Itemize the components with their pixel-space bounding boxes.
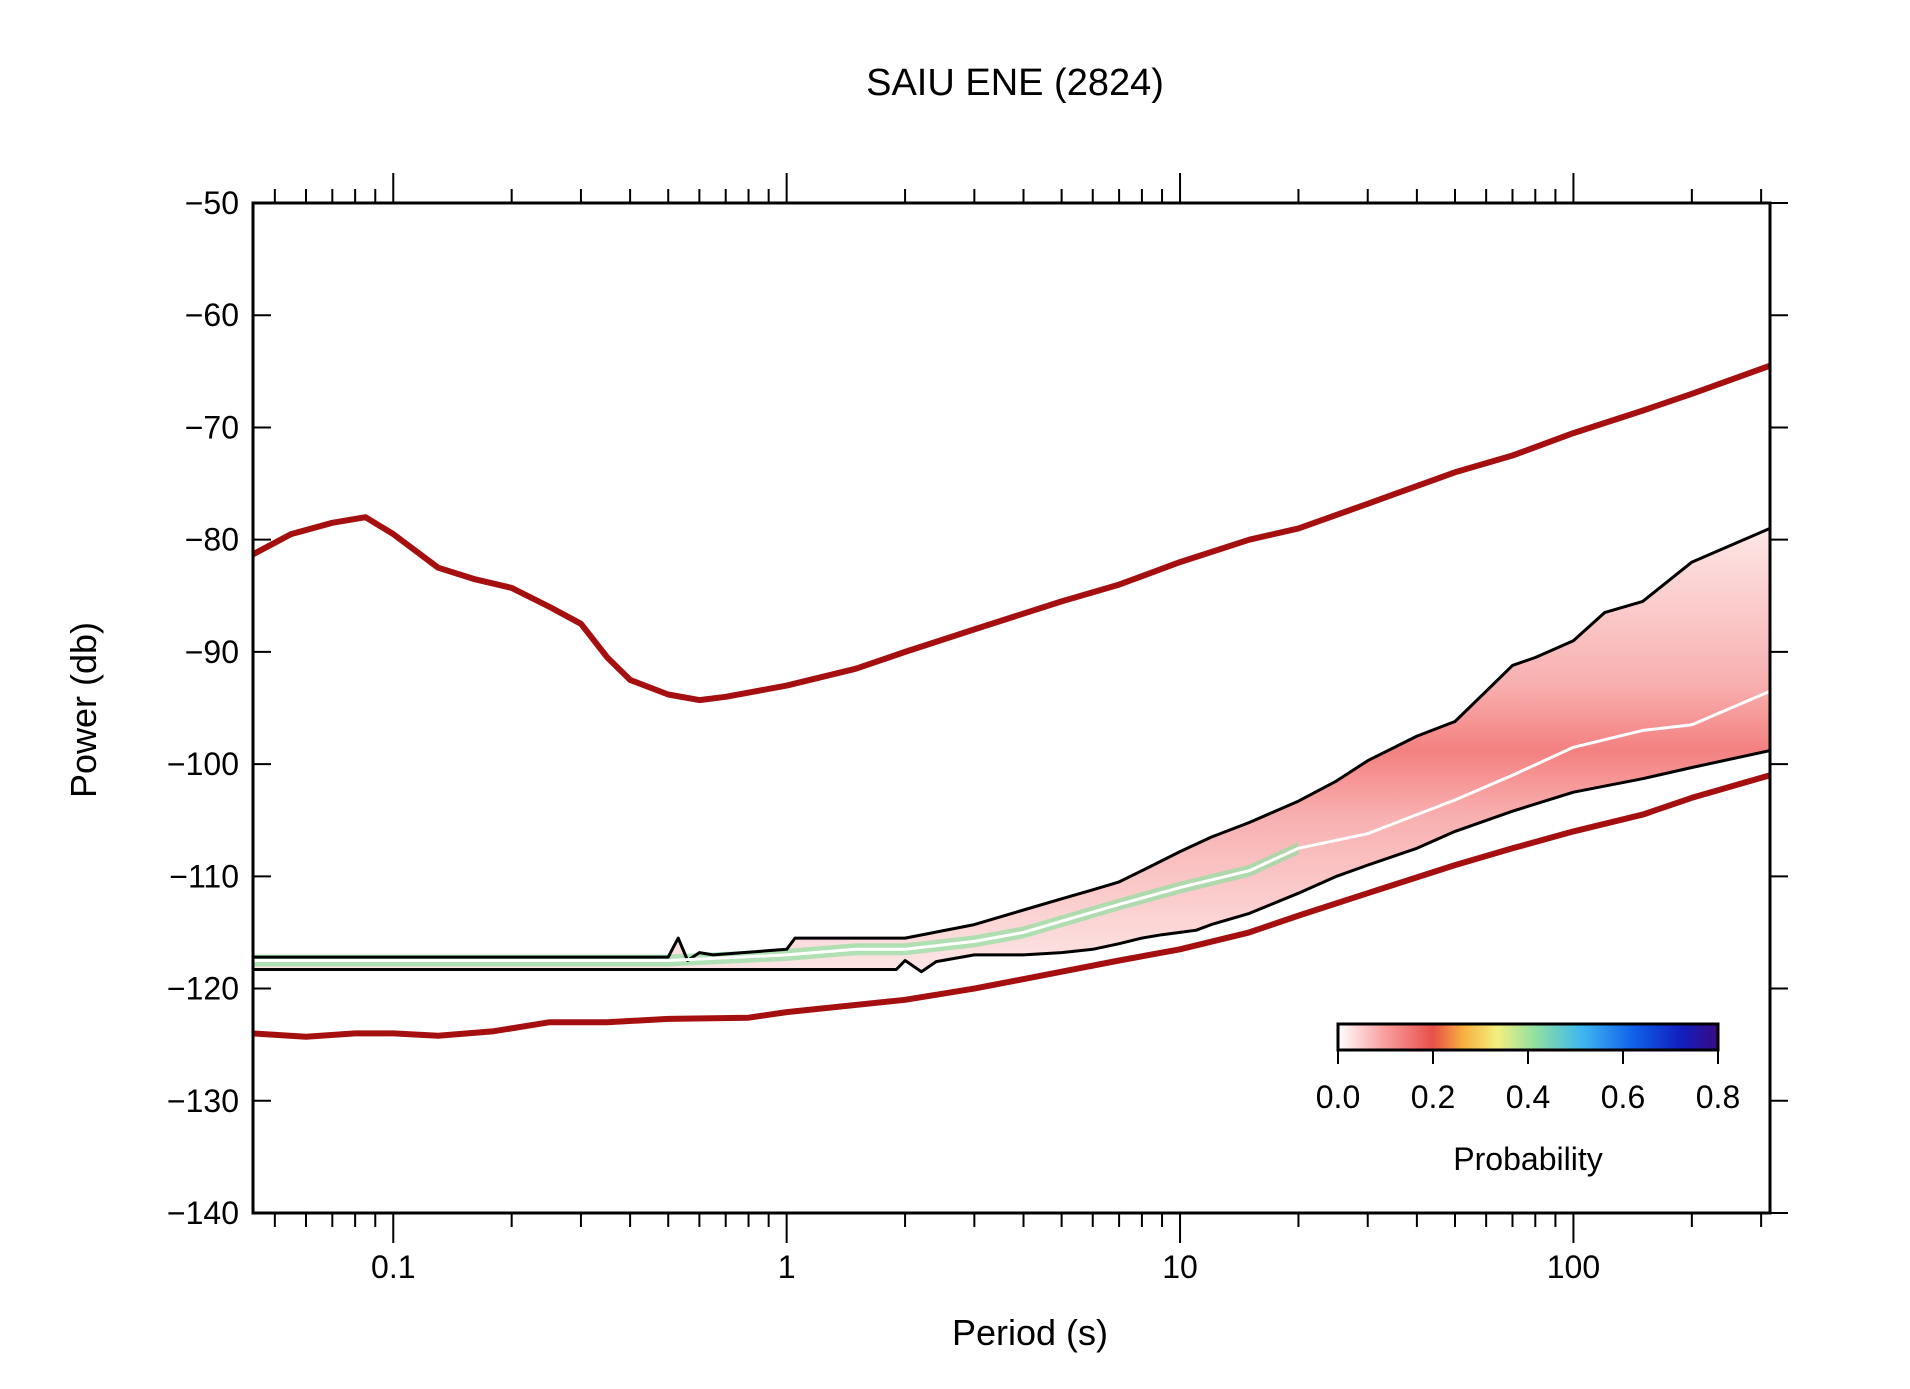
colorbar-tick-label: 0.2 [1411,1079,1455,1115]
y-tick-label: −70 [185,409,239,445]
plot-frame [251,201,1772,1215]
density-band [253,528,1770,972]
colorbar-tick-label: 0.4 [1506,1079,1550,1115]
chart-title: SAIU ENE (2824) [866,62,1164,104]
y-axis: −50 −60 −70 −80 −90 −100 −110 −120 −130 −140 [167,185,1788,1231]
y-tick-label: −50 [185,185,239,221]
colorbar-tick-label: 0.0 [1316,1079,1360,1115]
probability-density-band [253,528,1770,972]
x-axis: 0.1 1 10 100 [273,173,1763,1285]
y-tick-label: −130 [167,1083,239,1119]
y-tick-label: −90 [185,634,239,670]
mode-line [253,689,1770,962]
noise-model-high-line [253,362,1770,704]
x-tick-label: 100 [1547,1249,1600,1285]
percentile-upper-line [253,526,1770,962]
y-tick-label: −140 [167,1195,239,1231]
y-tick-label: −80 [185,522,239,558]
colorbar-tick-label: 0.6 [1601,1079,1645,1115]
colorbar: 0.0 0.2 0.4 0.6 0.8 Probability [1316,1022,1740,1177]
noise-model-low-line [253,772,1770,1040]
colorbar-label: Probability [1453,1141,1602,1177]
plot-area: 0.1 1 10 100 −50 −60 −70 −80 −90 −100 −110 −120 −13… [167,173,1788,1285]
colorbar-tick-label: 0.8 [1696,1079,1740,1115]
colorbar-ticks: 0.0 0.2 0.4 0.6 0.8 [1316,1050,1740,1115]
y-tick-label: −60 [185,297,239,333]
x-tick-label: 10 [1162,1249,1198,1285]
y-axis-label: Power (db) [63,622,104,798]
colorbar-gradient [1336,1022,1720,1052]
y-tick-label: −100 [167,746,239,782]
percentile-lower-line [253,749,1770,974]
y-tick-label: −120 [167,971,239,1007]
series-layer [253,362,1770,1040]
y-tick-label: −110 [169,858,239,894]
x-tick-label: 0.1 [371,1249,415,1285]
x-axis-label: Period (s) [952,1312,1108,1353]
x-tick-label: 1 [778,1249,796,1285]
